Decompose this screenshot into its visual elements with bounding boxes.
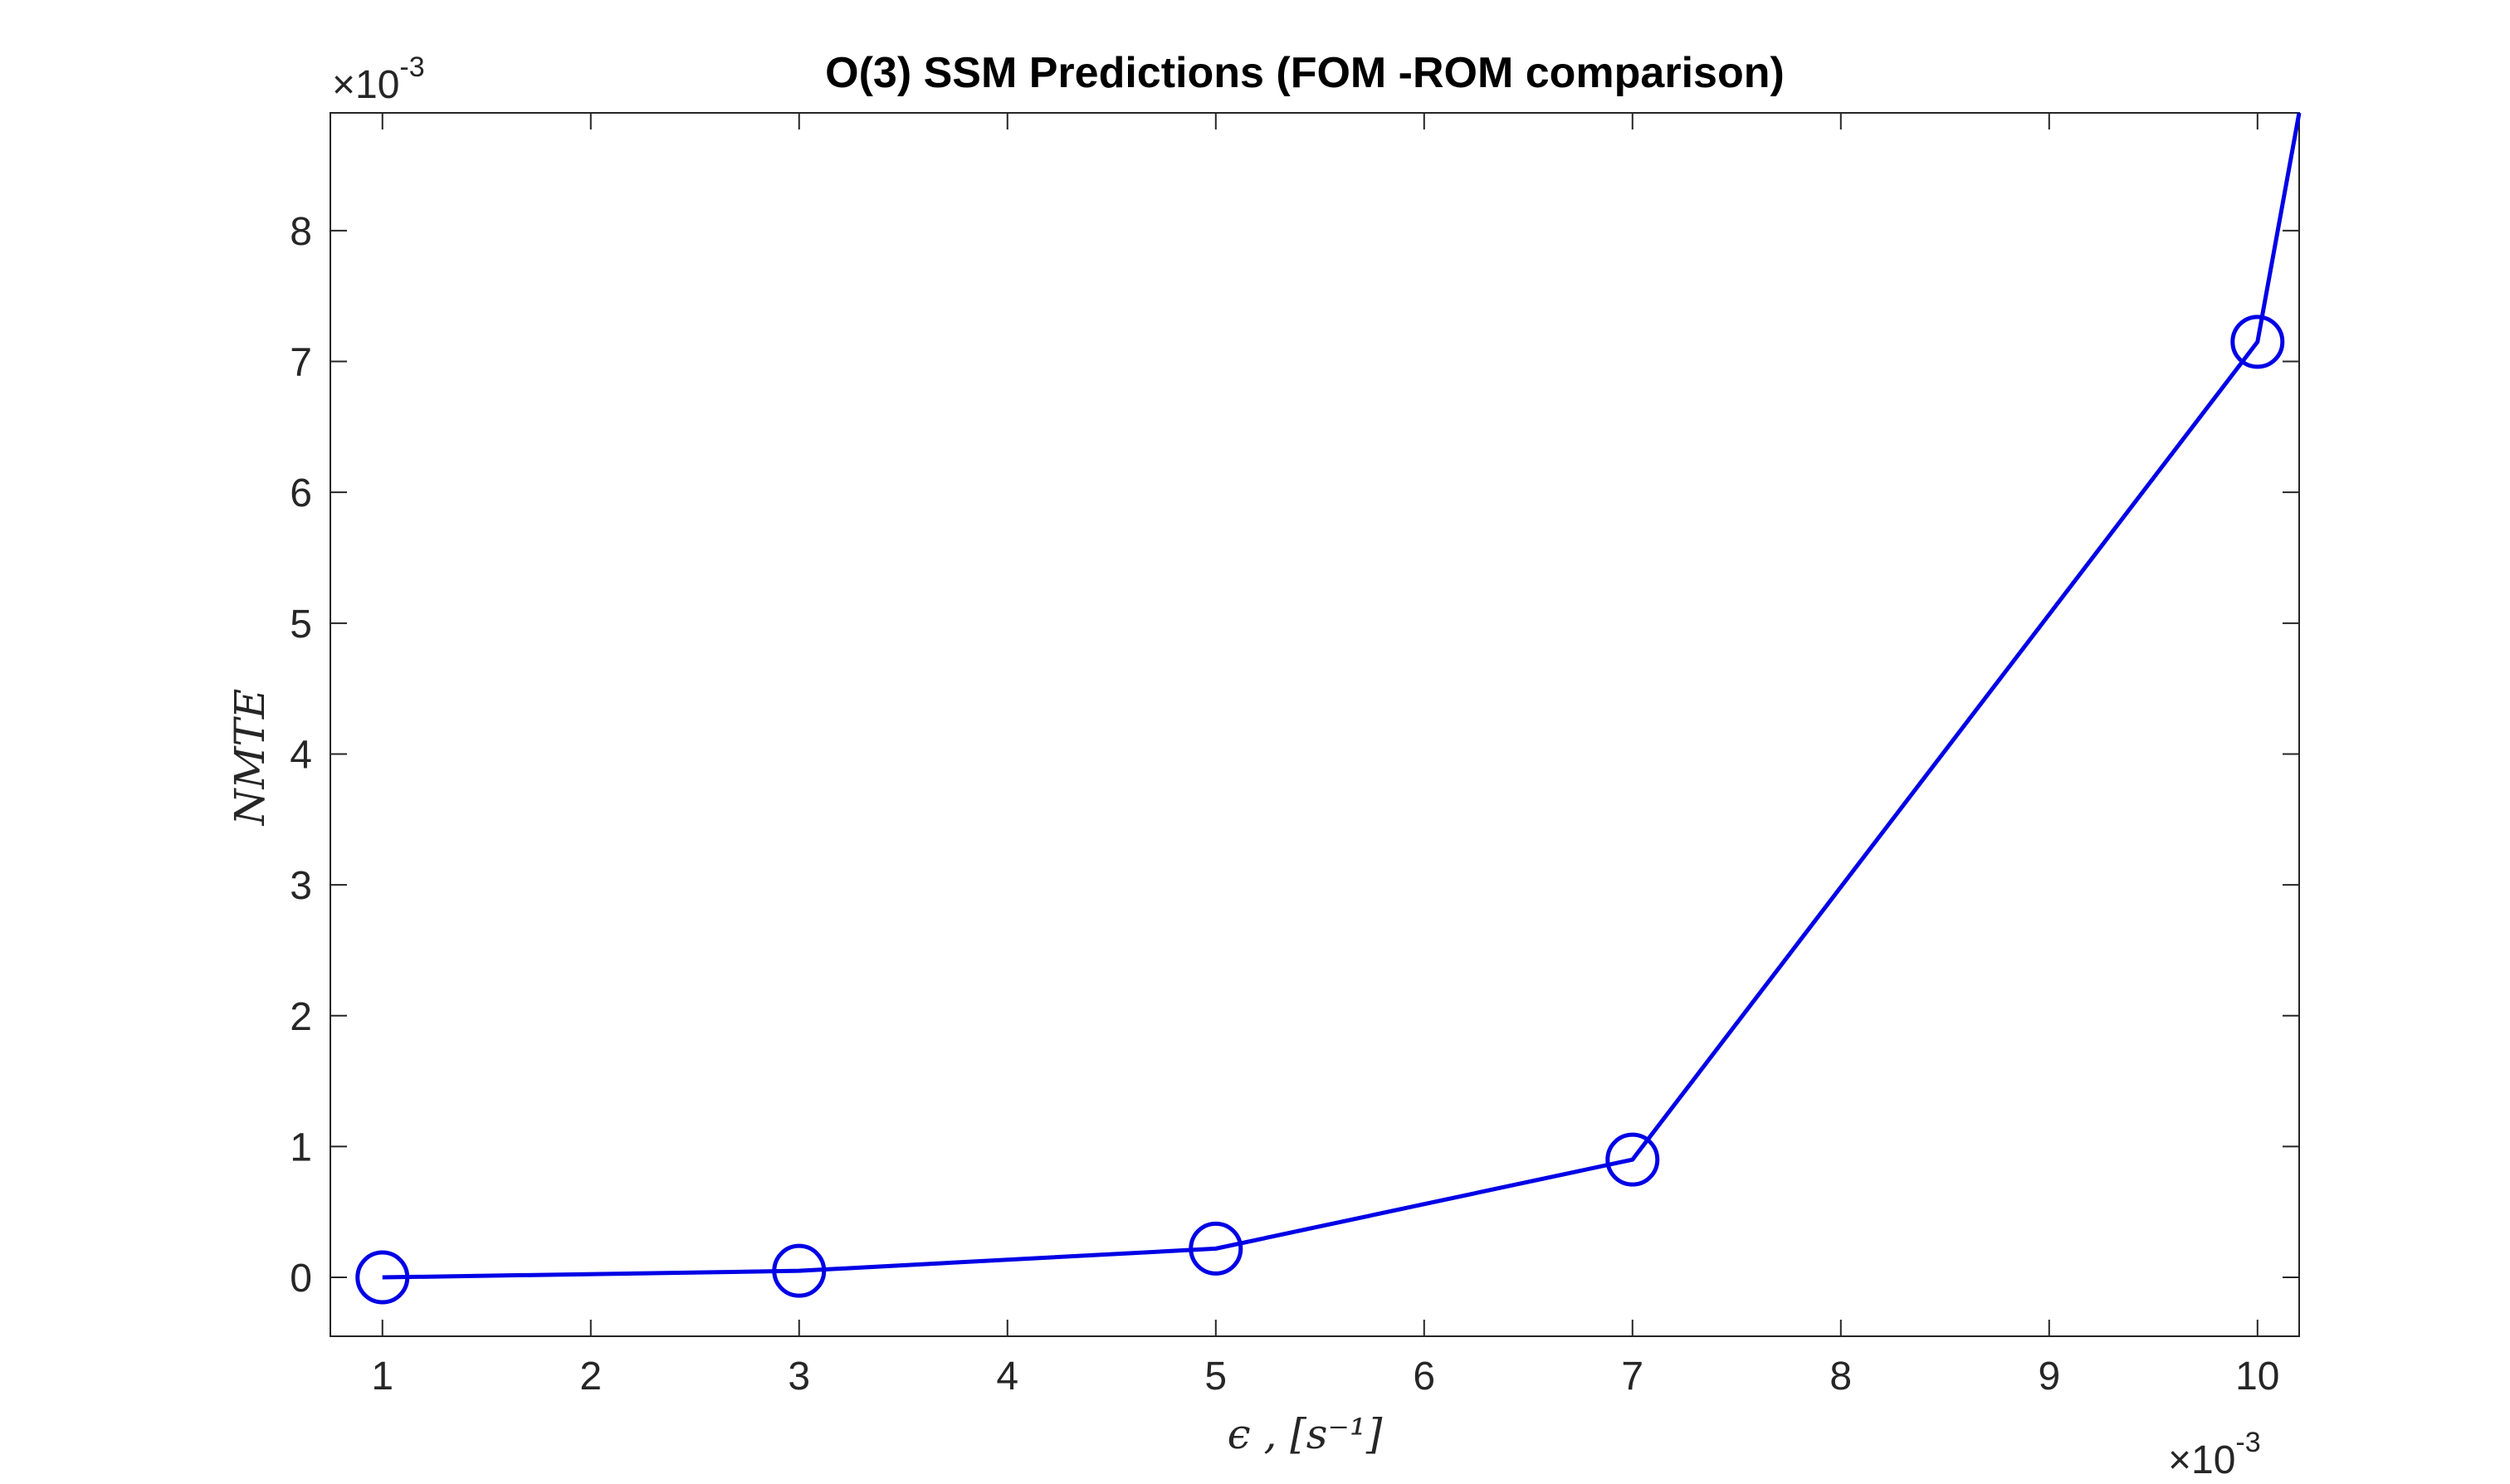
data-point-marker bbox=[772, 1243, 827, 1298]
x-tick-label: 7 bbox=[1621, 1355, 1643, 1399]
y-tick-label: 3 bbox=[290, 864, 312, 908]
y-tick-label: 5 bbox=[290, 603, 312, 647]
y-axis-multiplier: ×10-3 bbox=[332, 51, 425, 107]
x-axis-multiplier: ×10-3 bbox=[2168, 1427, 2261, 1482]
y-tick-label: 7 bbox=[290, 341, 312, 385]
data-point-marker bbox=[1605, 1132, 1660, 1187]
y-tick-label: 6 bbox=[290, 471, 312, 515]
axes-box bbox=[330, 112, 2300, 1337]
x-tick-label: 3 bbox=[788, 1355, 810, 1399]
x-axis-multiplier-base: ×10 bbox=[2168, 1438, 2235, 1482]
x-tick-label: 4 bbox=[996, 1355, 1018, 1399]
chart-title: O(3) SSM Predictions (FOM -ROM compariso… bbox=[825, 49, 1785, 97]
y-tick-label: 8 bbox=[290, 210, 312, 254]
data-point-marker bbox=[2230, 315, 2285, 369]
x-tick-label: 8 bbox=[1829, 1355, 1852, 1399]
x-tick-label: 6 bbox=[1413, 1355, 1435, 1399]
y-axis-multiplier-exponent: -3 bbox=[399, 51, 424, 83]
x-axis-label: ϵ , [s⁻¹] bbox=[1228, 1410, 1383, 1458]
y-axis-multiplier-base: ×10 bbox=[332, 63, 399, 107]
x-tick-label: 2 bbox=[579, 1355, 602, 1399]
plot-area: 1 2 3 4 5 6 7 8 9 10 0 1 2 3 4 5 6 7 8 bbox=[290, 112, 2302, 1399]
y-tick-label: 4 bbox=[290, 733, 312, 777]
x-tick-label: 10 bbox=[2235, 1355, 2279, 1399]
x-tick-label: 1 bbox=[371, 1355, 393, 1399]
data-point-marker bbox=[1189, 1221, 1243, 1276]
y-axis-label: NMTE bbox=[226, 689, 274, 827]
series-line bbox=[382, 112, 2302, 1280]
data-point-marker bbox=[355, 1250, 410, 1305]
x-axis-multiplier-exponent: -3 bbox=[2235, 1427, 2260, 1458]
y-tick-label: 1 bbox=[290, 1125, 312, 1169]
x-tick-label: 9 bbox=[2038, 1355, 2060, 1399]
y-tick-label: 0 bbox=[290, 1257, 312, 1301]
x-tick-label: 5 bbox=[1204, 1355, 1227, 1399]
y-tick-label: 2 bbox=[290, 995, 312, 1039]
